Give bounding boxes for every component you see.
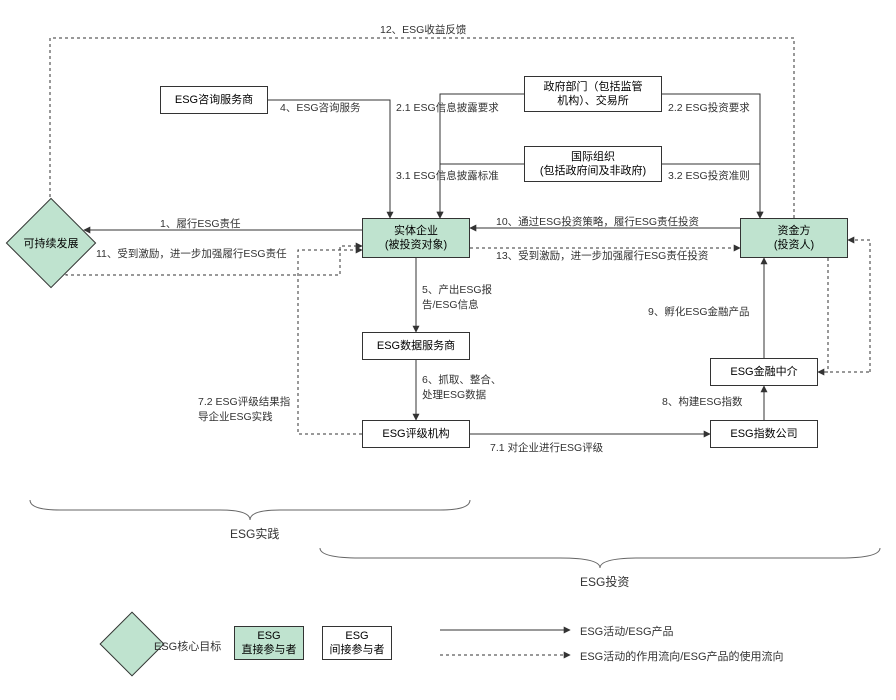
node-data-vendor: ESG数据服务商 (362, 332, 470, 360)
node-sustainable: 可持续发展 (20, 212, 82, 274)
legend-indirect-box: ESG 间接参与者 (322, 626, 392, 660)
label-e31: 3.1 ESG信息披露标准 (396, 168, 499, 183)
edge-72 (298, 250, 362, 434)
node-consult: ESG咨询服务商 (160, 86, 268, 114)
node-intl: 国际组织 (包括政府间及非政府) (524, 146, 662, 182)
label-e32: 3.2 ESG投资准则 (668, 168, 750, 183)
node-index: ESG指数公司 (710, 420, 818, 448)
label-e11: 11、受到激励，进一步加强履行ESG责任 (96, 246, 287, 261)
label-e6: 6、抓取、整合、 处理ESG数据 (422, 372, 501, 402)
group-invest-label: ESG投资 (580, 573, 629, 590)
label-e12: 12、ESG收益反馈 (380, 22, 466, 37)
label-e8: 8、构建ESG指数 (662, 394, 743, 409)
node-sustainable-label: 可持续发展 (24, 235, 79, 251)
node-rating: ESG评级机构 (362, 420, 470, 448)
group-practice-label: ESG实践 (230, 525, 279, 542)
edge-12 (50, 38, 794, 218)
node-entity: 实体企业 (被投资对象) (362, 218, 470, 258)
node-fin-inter: ESG金融中介 (710, 358, 818, 386)
label-e72: 7.2 ESG评级结果指 导企业ESG实践 (198, 394, 290, 424)
legend-core-goal-label: ESG核心目标 (154, 638, 221, 654)
legend-flow-label: ESG活动的作用流向/ESG产品的使用流向 (580, 648, 784, 664)
legend-activity-label: ESG活动/ESG产品 (580, 623, 674, 639)
edge-cap-fin (818, 258, 828, 372)
label-e5: 5、产出ESG报 告/ESG信息 (422, 282, 492, 312)
edge-4 (268, 100, 390, 218)
node-gov: 政府部门（包括监管 机构）、交易所 (524, 76, 662, 112)
label-e9: 9、孵化ESG金融产品 (648, 304, 750, 319)
label-e21: 2.1 ESG信息披露要求 (396, 100, 499, 115)
node-capital: 资金方 (投资人) (740, 218, 848, 258)
label-e22: 2.2 ESG投资要求 (668, 100, 750, 115)
legend-diamond (110, 622, 154, 666)
label-e4: 4、ESG咨询服务 (280, 100, 361, 115)
label-e1: 1、履行ESG责任 (160, 216, 241, 231)
label-e71: 7.1 对企业进行ESG评级 (490, 440, 603, 455)
brace-invest (320, 548, 880, 568)
label-e13: 13、受到激励，进一步加强履行ESG责任投资 (496, 248, 708, 263)
edge-fin-cap2 (848, 240, 870, 372)
brace-practice (30, 500, 470, 520)
label-e10: 10、通过ESG投资策略，履行ESG责任投资 (496, 214, 699, 229)
legend-direct-box: ESG 直接参与者 (234, 626, 304, 660)
